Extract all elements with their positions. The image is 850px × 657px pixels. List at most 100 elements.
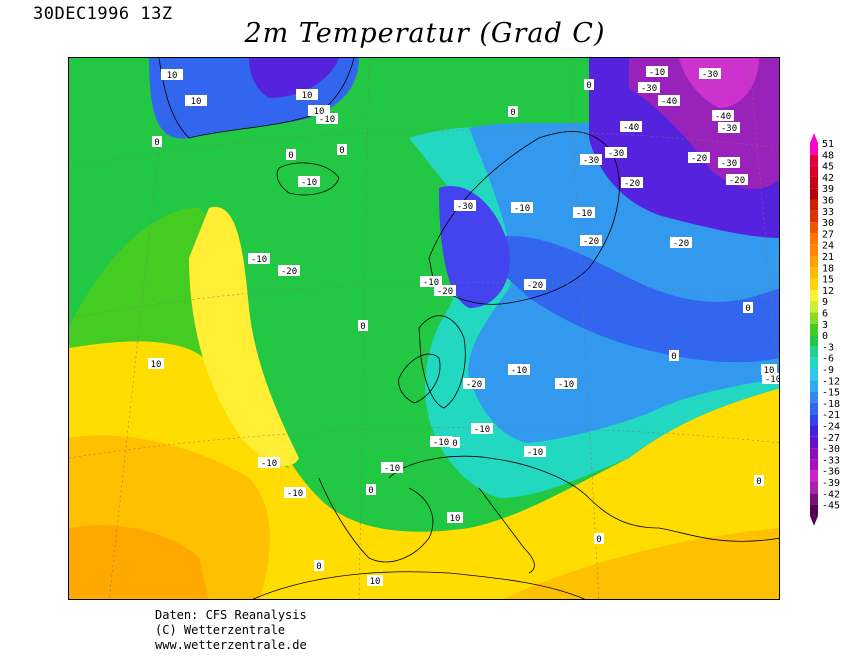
- contour-label: -10: [287, 489, 303, 499]
- legend-top-cap: [810, 133, 818, 143]
- contour-label-background: [508, 364, 530, 375]
- contour-label: 10: [370, 577, 381, 587]
- greenland-coast: [158, 58, 355, 139]
- meridian-line: [568, 58, 600, 599]
- contour-label-background: [434, 285, 456, 296]
- contour-label-background: [381, 462, 403, 473]
- contour-label-background: [420, 276, 442, 287]
- contour-label: -10: [576, 209, 592, 219]
- color-scale-legend: 51 48 45 42 39 36 33 30 27 24 21 18 15 12 9 6 3 0 -3 -6 -9 -1…: [808, 131, 848, 526]
- contour-label: -40: [623, 123, 639, 133]
- legend-swatch: [810, 470, 818, 482]
- legend-tick-label: 27: [822, 229, 834, 240]
- coastlines: [158, 58, 779, 599]
- contour-label: 0: [452, 439, 457, 449]
- iceland-coast: [276, 162, 340, 196]
- contour-label-background: [605, 147, 627, 158]
- contour-label-background: [286, 149, 296, 160]
- legend-tick-label: 33: [822, 207, 834, 218]
- legend-swatch: [810, 176, 818, 189]
- atlantic-warm-tongue: [189, 206, 299, 466]
- legend-tick-label: 3: [822, 320, 828, 331]
- contour-label-background: [762, 373, 779, 384]
- contour-label: -20: [624, 179, 640, 189]
- legend-swatch: [810, 448, 818, 460]
- contour-label: -10: [423, 278, 439, 288]
- legend-swatch: [810, 482, 818, 494]
- legend-tick-label: -33: [822, 455, 840, 466]
- legend-tick-label: -27: [822, 433, 840, 444]
- contour-label: -30: [702, 70, 718, 80]
- legend-swatch: [810, 357, 818, 369]
- contour-label: -10: [514, 204, 530, 214]
- contour-label: -20: [691, 154, 707, 164]
- contour-label: -10: [433, 438, 449, 448]
- contour-label-background: [284, 487, 306, 498]
- legend-tick-label: -9: [822, 365, 834, 376]
- contour-label-background: [358, 320, 368, 331]
- contour-label-background: [454, 200, 476, 211]
- contour-label-background: [718, 157, 740, 168]
- contour-label-background: [638, 82, 660, 93]
- legend-tick-label: 39: [822, 184, 834, 195]
- warmest-sw-band: [69, 525, 209, 599]
- contour-label-background: [511, 202, 533, 213]
- copyright-text: (C) Wetterzentrale: [155, 623, 286, 637]
- contour-label: 0: [368, 486, 373, 496]
- contour-label: -30: [608, 149, 624, 159]
- contour-label: 10: [450, 514, 461, 524]
- contour-label-background: [743, 302, 753, 313]
- contour-label: 0: [745, 304, 750, 314]
- contour-label: -20: [527, 281, 543, 291]
- contour-label: 0: [671, 352, 676, 362]
- temperature-map: -10-20-20-10-100000-100-10-30-30-40-40-4…: [68, 57, 780, 600]
- contour-label-background: [148, 358, 164, 369]
- legend-swatch: [810, 188, 818, 200]
- contour-label: -20: [583, 237, 599, 247]
- legend-tick-label: -12: [822, 376, 840, 387]
- contour-label-background: [367, 575, 383, 586]
- legend-swatch: [810, 425, 818, 437]
- contour-label-background: [463, 378, 485, 389]
- contour-label: -40: [661, 97, 677, 107]
- contour-label-background: [447, 512, 463, 523]
- contour-label: -10: [384, 464, 400, 474]
- scandinavia-coast: [428, 131, 620, 305]
- contour-label: 10: [764, 366, 775, 376]
- contour-label: 0: [596, 535, 601, 545]
- contour-label-background: [152, 136, 162, 147]
- warm-se-band: [503, 528, 779, 599]
- legend-swatch: [810, 222, 818, 234]
- contour-label: -10: [527, 448, 543, 458]
- contour-label: -30: [721, 124, 737, 134]
- contour-label-background: [718, 122, 740, 133]
- contour-label: 0: [756, 477, 761, 487]
- iberia-coast: [318, 477, 434, 563]
- legend-swatch: [810, 391, 818, 403]
- website-link[interactable]: www.wetterzentrale.de: [155, 638, 307, 652]
- contour-label: 10: [167, 71, 178, 81]
- contour-label-background: [658, 95, 680, 106]
- legend-tick-label: 6: [822, 309, 828, 320]
- legend-tick-label: -3: [822, 342, 834, 353]
- legend-tick-label: -36: [822, 467, 840, 478]
- north-africa-coast: [252, 571, 586, 599]
- contour-label: -10: [261, 459, 277, 469]
- contour-label-background: [164, 69, 180, 80]
- legend-tick-label: -18: [822, 399, 840, 410]
- contour-label: -20: [673, 239, 689, 249]
- legend-swatch: [810, 335, 818, 347]
- contour-label: -30: [583, 156, 599, 166]
- date-time-stamp: 30DEC1996 13Z: [33, 4, 173, 24]
- legend-tick-label: 42: [822, 173, 834, 184]
- contour-label-background: [298, 176, 320, 187]
- legend-swatch: [810, 436, 818, 449]
- great-britain-coast: [418, 315, 466, 409]
- meridian-line: [748, 58, 779, 387]
- contour-label-background: [584, 79, 594, 90]
- legend-swatch: [810, 267, 818, 279]
- legend-swatch: [810, 346, 818, 358]
- contour-label: 0: [154, 138, 159, 148]
- colder-blue-zone: [489, 236, 779, 363]
- contour-label: 0: [586, 81, 591, 91]
